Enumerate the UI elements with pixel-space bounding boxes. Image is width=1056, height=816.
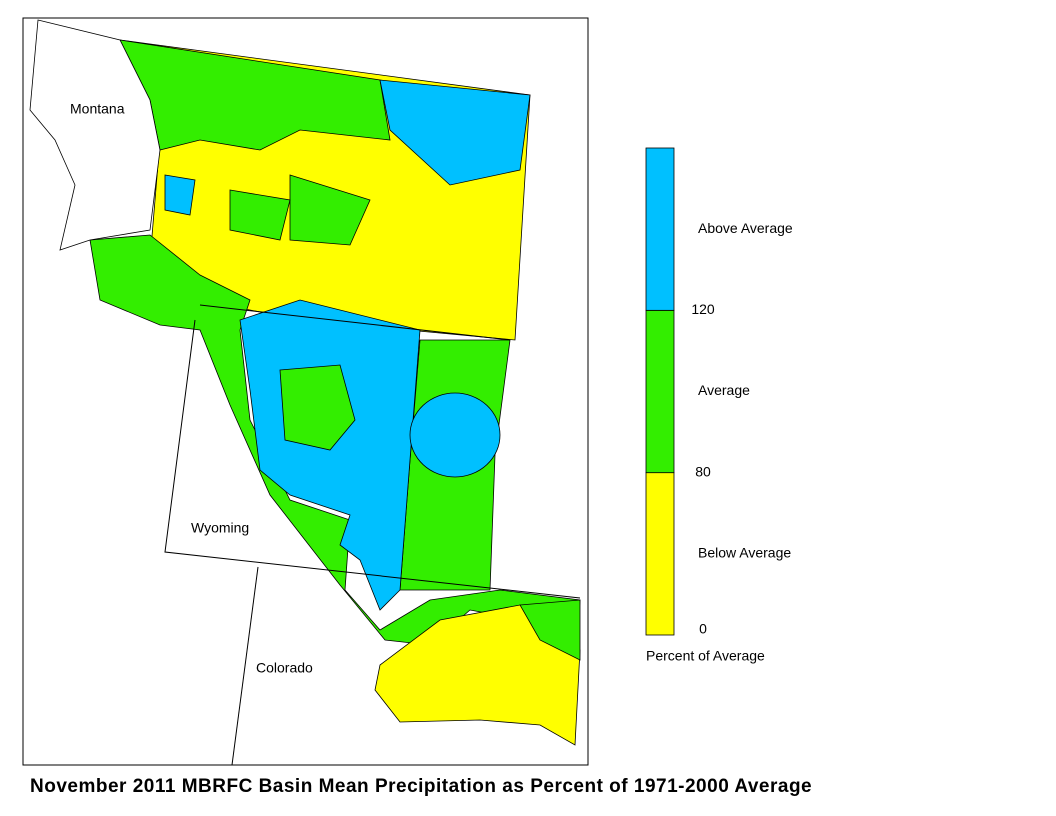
map-title: November 2011 MBRFC Basin Mean Precipita…: [30, 776, 812, 797]
state-border: [164, 319, 581, 599]
legend-swatch: [645, 147, 675, 311]
state-label: Wyoming: [191, 520, 249, 536]
legend-swatch: [645, 472, 675, 636]
legend-title: Percent of Average: [646, 648, 765, 664]
state-label: Montana: [70, 101, 125, 117]
state-border: [231, 566, 259, 766]
legend-class-label: Below Average: [698, 545, 791, 561]
basin-region: [374, 604, 581, 746]
legend-tick-label: 0: [699, 621, 707, 637]
basin-region: [279, 364, 356, 451]
basins: [29, 19, 581, 746]
basin-region: [289, 174, 371, 246]
legend-class-label: Above Average: [698, 220, 793, 236]
state-border: [199, 304, 511, 341]
legend-swatch: [645, 309, 675, 474]
montana-outline: [29, 19, 161, 251]
basin-region: [519, 599, 581, 661]
basin-region: [409, 392, 501, 478]
legend-tick-label: 80: [695, 463, 711, 479]
legend-class-label: Average: [698, 382, 750, 398]
basin-region: [379, 79, 531, 186]
state-label: Colorado: [256, 660, 313, 676]
basin-region: [164, 174, 196, 216]
basin-region: [229, 189, 291, 241]
legend: Below Average Average Above Average 0 80 120: [645, 147, 793, 637]
legend-tick-label: 120: [691, 301, 715, 317]
